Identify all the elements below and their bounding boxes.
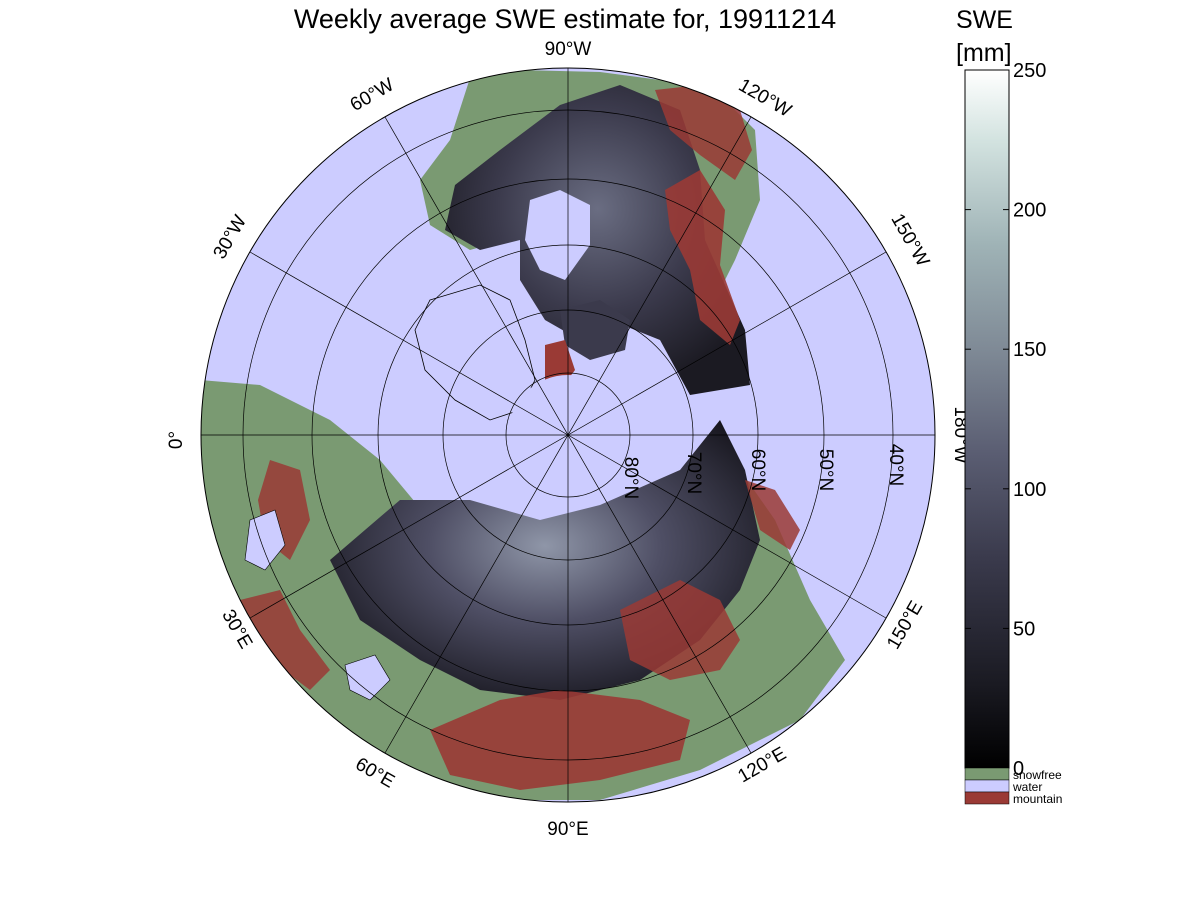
map-title: Weekly average SWE estimate for, 1991121… — [293, 4, 837, 34]
lon-label-90w: 90°W — [545, 39, 592, 60]
category-mountain-swatch — [964, 791, 1010, 805]
category-water-label: water — [1012, 780, 1042, 794]
eurasia-mountains-south — [430, 690, 690, 790]
lat-label-70n: 70°N — [683, 452, 704, 494]
baltic-sea — [244, 509, 286, 571]
category-snowfree-label: snowfree — [1013, 768, 1062, 782]
colorbar-tick-label: 250 — [1013, 60, 1046, 82]
meridian-150 — [249, 251, 887, 619]
lat-label-80n: 80°N — [620, 457, 641, 499]
lat-label-60n: 60°N — [747, 449, 768, 491]
colorbar: 250 200 150 100 50 0 snowfree water mountain — [964, 60, 1062, 806]
north-america-mountains — [665, 170, 740, 345]
colorbar-tick-label: 100 — [1013, 479, 1046, 501]
lon-label-60w: 60°W — [347, 74, 398, 116]
colorbar-tick-label: 50 — [1013, 618, 1035, 640]
colorbar-tick-label: 150 — [1013, 339, 1046, 361]
map-border — [200, 67, 936, 803]
caspian-sea — [344, 654, 391, 701]
lat-label-50n: 50°N — [815, 449, 836, 491]
colorbar-tick-label: 0 — [1013, 758, 1024, 780]
lon-label-0: 0° — [166, 431, 187, 449]
colorbar-title-variable: SWE — [956, 6, 1013, 34]
category-water-swatch — [964, 779, 1010, 793]
category-mountain-label: mountain — [1013, 792, 1062, 806]
arctic-archipelago — [560, 300, 630, 360]
colorbar-ticks: 250 200 150 100 50 0 — [965, 60, 1046, 780]
lat-label-40n: 40°N — [885, 444, 906, 486]
lon-label-60e: 60°E — [352, 754, 398, 793]
category-snowfree-swatch — [964, 767, 1010, 781]
alps-region — [240, 590, 330, 690]
colorbar-title-unit: [mm] — [956, 39, 1012, 67]
colorbar-title: SWE [mm] — [956, 4, 1013, 70]
colorbar-tick-label: 200 — [1013, 200, 1046, 222]
kamchatka-mountains — [745, 480, 800, 550]
colorbar-gradient — [964, 69, 1010, 769]
latitude-labels: 80°N 70°N 60°N 50°N 40°N — [620, 444, 906, 499]
north-america-snowcover — [445, 85, 750, 395]
hudson-bay — [525, 190, 590, 280]
rocky-mountains-strip — [655, 85, 752, 180]
lon-label-30w: 30°W — [209, 212, 251, 263]
lon-label-90e: 90°E — [547, 819, 588, 840]
graticule — [201, 68, 935, 802]
lon-label-150w: 150°W — [886, 210, 933, 270]
